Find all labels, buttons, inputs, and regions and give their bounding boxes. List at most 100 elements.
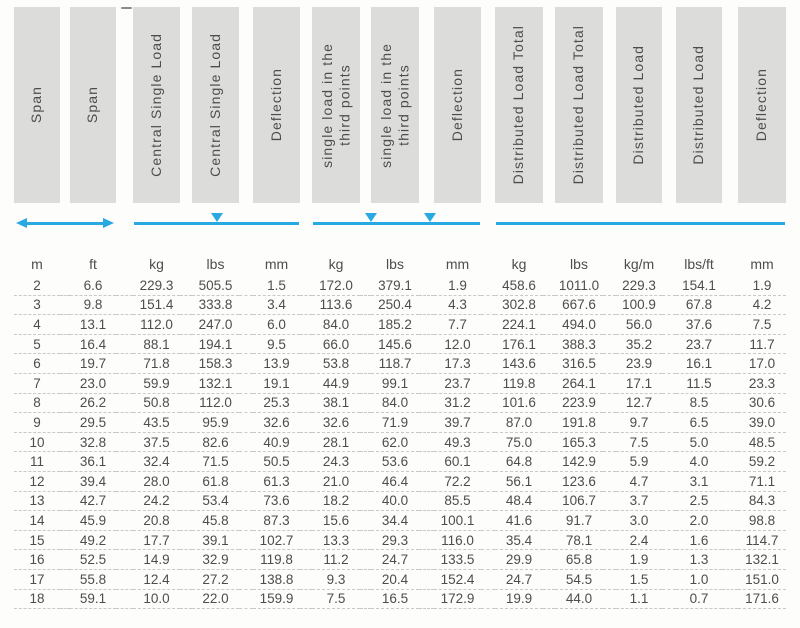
- table-cell-gap: [603, 511, 616, 531]
- table-cell-gap: [239, 354, 253, 374]
- table-cell: 45.9: [70, 511, 116, 531]
- table-cell: 171.6: [738, 590, 786, 610]
- beam-line: [313, 222, 480, 225]
- table-cell-gap: [180, 570, 192, 590]
- table-cell: 667.6: [555, 296, 603, 316]
- table-cell-gap: [300, 394, 312, 414]
- unit-label: kg: [328, 256, 344, 272]
- table-cell-gap: [603, 492, 616, 512]
- table-cell-gap: [419, 296, 434, 316]
- table-cell-gap: [60, 550, 70, 570]
- table-cell: 9: [14, 413, 60, 433]
- table-cell-gap: [360, 433, 371, 453]
- table-cell-gap: [603, 394, 616, 414]
- header-row: Span Span Central Single Load Central Si…: [14, 7, 786, 203]
- table-cell-gap: [116, 354, 133, 374]
- table-cell-gap: [180, 276, 192, 296]
- table-cell-gap: [419, 452, 434, 472]
- unit-label: lbs/ft: [684, 256, 714, 272]
- table-cell-gap: [116, 413, 133, 433]
- table-cell-gap: [603, 374, 616, 394]
- table-cell-gap: [239, 394, 253, 414]
- table-cell: 39.1: [192, 531, 239, 551]
- table-cell: 71.1: [738, 472, 786, 492]
- table-cell: 14: [14, 511, 60, 531]
- table-cell-gap: [180, 433, 192, 453]
- table-cell: 40.0: [371, 492, 419, 512]
- table-cell-gap: [239, 433, 253, 453]
- table-cell-gap: [543, 550, 555, 570]
- table-cell-gap: [722, 335, 738, 355]
- table-cell-gap: [419, 276, 434, 296]
- table-cell-gap: [543, 276, 555, 296]
- table-cell: 1.9: [434, 276, 481, 296]
- table-cell: 8: [14, 394, 60, 414]
- table-cell-gap: [603, 570, 616, 590]
- table-cell-gap: [300, 452, 312, 472]
- table-cell-gap: [603, 315, 616, 335]
- table-cell: 165.3: [555, 433, 603, 453]
- table-cell: 12.4: [133, 570, 180, 590]
- table-cell-gap: [662, 315, 676, 335]
- table-cell: 45.8: [192, 511, 239, 531]
- table-cell-gap: [481, 335, 495, 355]
- table-cell-gap: [360, 413, 371, 433]
- table-cell-gap: [722, 413, 738, 433]
- table-cell-gap: [722, 452, 738, 472]
- table-cell: 24.7: [371, 550, 419, 570]
- table-cell: 99.1: [371, 374, 419, 394]
- table-row: 14 45.9 20.8 45.8 87.3 15.6 34.4 100.1 41.6 91.7 3…: [14, 511, 786, 531]
- table-cell: 30.6: [738, 394, 786, 414]
- column-header: single load in the third points: [312, 7, 360, 203]
- table-cell: 7.5: [616, 433, 662, 453]
- column-header-label: single load in the third points: [377, 42, 412, 168]
- table-cell-gap: [180, 335, 192, 355]
- table-cell-gap: [603, 413, 616, 433]
- table-cell-gap: [481, 570, 495, 590]
- table-cell: 112.0: [192, 394, 239, 414]
- table-cell: 143.6: [495, 354, 543, 374]
- column-header-label: Deflection: [753, 68, 770, 142]
- table-cell-gap: [603, 296, 616, 316]
- table-cell: 0.7: [676, 590, 722, 610]
- table-cell: 13.9: [253, 354, 300, 374]
- table-cell-gap: [662, 511, 676, 531]
- table-cell-gap: [722, 472, 738, 492]
- table-cell-gap: [360, 276, 371, 296]
- table-cell: 19.1: [253, 374, 300, 394]
- table-cell-gap: [300, 570, 312, 590]
- table-cell: 35.4: [495, 531, 543, 551]
- table-cell: 118.7: [371, 354, 419, 374]
- table-cell: 37.6: [676, 315, 722, 335]
- table-cell-gap: [419, 531, 434, 551]
- table-cell: 32.4: [133, 452, 180, 472]
- table-cell: 11.2: [312, 550, 360, 570]
- table-cell: 223.9: [555, 394, 603, 414]
- table-cell-gap: [60, 590, 70, 610]
- table-cell-gap: [543, 433, 555, 453]
- table-cell: 55.8: [70, 570, 116, 590]
- table-cell-gap: [481, 374, 495, 394]
- central-point-load-icon: [133, 203, 300, 237]
- table-cell: 13.1: [70, 315, 116, 335]
- table-cell-gap: [180, 413, 192, 433]
- table-cell-gap: [180, 531, 192, 551]
- span-extent-arrow-icon: [14, 203, 116, 237]
- table-cell-gap: [662, 433, 676, 453]
- table-cell-gap: [116, 335, 133, 355]
- table-cell: 145.6: [371, 335, 419, 355]
- table-row: 9 29.5 43.5 95.9 32.6 32.6 71.9 39.7 87.0 191.8 9.…: [14, 413, 786, 433]
- table-cell: 3.0: [616, 511, 662, 531]
- table-cell-gap: [360, 315, 371, 335]
- table-cell-gap: [662, 492, 676, 512]
- table-cell: 229.3: [133, 276, 180, 296]
- table-cell-gap: [116, 374, 133, 394]
- table-cell-gap: [543, 570, 555, 590]
- table-cell-gap: [116, 433, 133, 453]
- table-cell-gap: [543, 315, 555, 335]
- table-cell: 50.8: [133, 394, 180, 414]
- column-header: single load in the third points: [371, 7, 419, 203]
- column-header-label: Deflection: [448, 68, 465, 142]
- table-cell-gap: [722, 354, 738, 374]
- table-cell-gap: [419, 354, 434, 374]
